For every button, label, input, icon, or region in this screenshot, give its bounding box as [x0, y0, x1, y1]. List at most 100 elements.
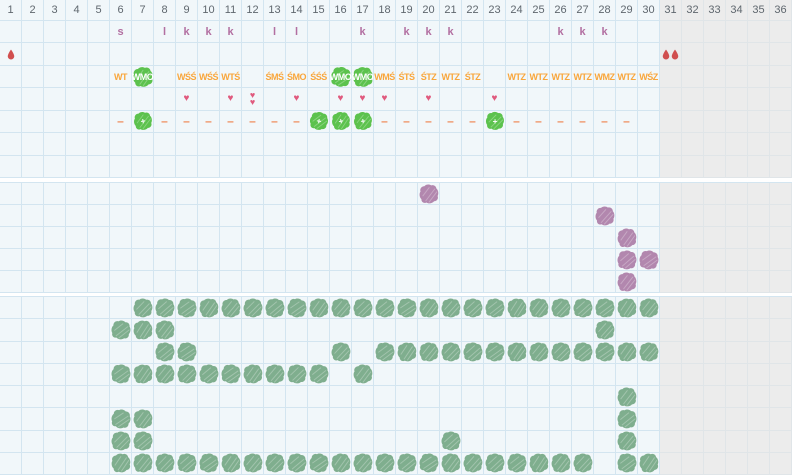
empty-cell[interactable]	[330, 155, 352, 178]
drops-cell[interactable]	[132, 43, 154, 66]
middle-grid-cell[interactable]	[44, 183, 66, 205]
lower-grid-cell[interactable]	[0, 341, 22, 364]
hearts-cell[interactable]	[462, 88, 484, 111]
lower-grid-cell[interactable]	[418, 319, 440, 342]
lower-grid-cell[interactable]	[88, 341, 110, 364]
letters-cell[interactable]	[484, 21, 506, 44]
middle-grid-cell[interactable]	[550, 227, 572, 249]
lower-grid-cell[interactable]	[550, 319, 572, 342]
middle-grid-cell[interactable]	[264, 271, 286, 293]
middle-grid-cell[interactable]	[264, 205, 286, 227]
lower-grid-cell[interactable]	[572, 319, 594, 342]
lower-grid-cell[interactable]	[110, 319, 132, 342]
middle-grid-cell[interactable]	[638, 183, 660, 205]
letters-cell[interactable]: k	[198, 21, 220, 44]
empty-cell[interactable]	[242, 155, 264, 178]
lower-grid-cell[interactable]	[594, 319, 616, 342]
lower-grid-cell[interactable]	[132, 430, 154, 453]
middle-grid-cell[interactable]	[22, 183, 44, 205]
lower-grid-cell[interactable]	[638, 408, 660, 431]
lower-grid-cell[interactable]	[154, 341, 176, 364]
hearts-cell[interactable]: ♥	[286, 88, 308, 111]
middle-grid-cell[interactable]	[550, 205, 572, 227]
lower-grid-cell[interactable]	[396, 430, 418, 453]
lower-grid-cell[interactable]	[66, 430, 88, 453]
lower-grid-cell[interactable]	[528, 452, 550, 475]
lower-grid-cell[interactable]	[506, 297, 528, 320]
lower-grid-cell[interactable]	[264, 319, 286, 342]
lower-grid-cell[interactable]	[44, 363, 66, 386]
lower-grid-cell[interactable]	[176, 341, 198, 364]
codes-cell[interactable]: WMO	[330, 65, 352, 89]
middle-grid-cell[interactable]	[638, 227, 660, 249]
empty-cell[interactable]	[638, 155, 660, 178]
codes-cell[interactable]: WMO	[352, 65, 374, 89]
lower-grid-cell[interactable]	[506, 341, 528, 364]
middle-grid-cell[interactable]	[374, 205, 396, 227]
lower-grid-cell[interactable]	[308, 430, 330, 453]
empty-cell[interactable]	[396, 133, 418, 156]
lower-grid-cell[interactable]	[242, 319, 264, 342]
letters-cell[interactable]	[132, 21, 154, 44]
drops-cell[interactable]	[418, 43, 440, 66]
middle-grid-cell[interactable]	[550, 249, 572, 271]
empty-cell[interactable]	[462, 133, 484, 156]
lower-grid-cell[interactable]	[616, 408, 638, 431]
lower-grid-cell[interactable]	[528, 297, 550, 320]
lower-grid-cell[interactable]	[44, 408, 66, 431]
middle-grid-cell[interactable]	[0, 183, 22, 205]
empty-cell[interactable]	[220, 155, 242, 178]
empty-cell[interactable]	[330, 133, 352, 156]
middle-grid-cell[interactable]	[484, 271, 506, 293]
codes-cell[interactable]: WMZ	[594, 65, 616, 89]
middle-grid-cell[interactable]	[154, 227, 176, 249]
lower-grid-cell[interactable]	[616, 341, 638, 364]
codes-cell[interactable]	[484, 65, 506, 89]
status-cell[interactable]: +	[132, 110, 154, 134]
codes-cell[interactable]: WŚŚ	[176, 65, 198, 89]
letters-cell[interactable]	[242, 21, 264, 44]
codes-cell[interactable]	[66, 65, 88, 89]
middle-grid-cell[interactable]	[484, 183, 506, 205]
lower-grid-cell[interactable]	[638, 341, 660, 364]
lower-grid-cell[interactable]	[198, 408, 220, 431]
lower-grid-cell[interactable]	[0, 386, 22, 409]
middle-grid-cell[interactable]	[506, 249, 528, 271]
status-cell[interactable]: +	[484, 110, 506, 134]
lower-grid-cell[interactable]	[462, 430, 484, 453]
hearts-cell[interactable]	[528, 88, 550, 111]
lower-grid-cell[interactable]	[0, 319, 22, 342]
lower-grid-cell[interactable]	[506, 319, 528, 342]
lower-grid-cell[interactable]	[572, 341, 594, 364]
middle-grid-cell[interactable]	[66, 205, 88, 227]
empty-cell[interactable]	[594, 155, 616, 178]
drops-cell[interactable]	[176, 43, 198, 66]
lower-grid-cell[interactable]	[374, 408, 396, 431]
drops-cell[interactable]	[264, 43, 286, 66]
lower-grid-cell[interactable]	[286, 430, 308, 453]
hearts-cell[interactable]	[440, 88, 462, 111]
lower-grid-cell[interactable]	[308, 319, 330, 342]
codes-cell[interactable]: WTZ	[616, 65, 638, 89]
status-cell[interactable]: +	[308, 110, 330, 134]
lower-grid-cell[interactable]	[154, 408, 176, 431]
lower-grid-cell[interactable]	[418, 430, 440, 453]
drops-cell[interactable]	[374, 43, 396, 66]
letters-cell[interactable]	[506, 21, 528, 44]
middle-grid-cell[interactable]	[594, 183, 616, 205]
middle-grid-cell[interactable]	[330, 183, 352, 205]
hearts-cell[interactable]	[550, 88, 572, 111]
empty-cell[interactable]	[264, 155, 286, 178]
middle-grid-cell[interactable]	[572, 183, 594, 205]
lower-grid-cell[interactable]	[330, 363, 352, 386]
lower-grid-cell[interactable]	[528, 386, 550, 409]
lower-grid-cell[interactable]	[528, 408, 550, 431]
lower-grid-cell[interactable]	[506, 386, 528, 409]
lower-grid-cell[interactable]	[198, 386, 220, 409]
lower-grid-cell[interactable]	[220, 386, 242, 409]
lower-grid-cell[interactable]	[132, 408, 154, 431]
status-cell[interactable]: –	[176, 110, 198, 134]
lower-grid-cell[interactable]	[638, 297, 660, 320]
empty-cell[interactable]	[44, 133, 66, 156]
empty-cell[interactable]	[374, 155, 396, 178]
